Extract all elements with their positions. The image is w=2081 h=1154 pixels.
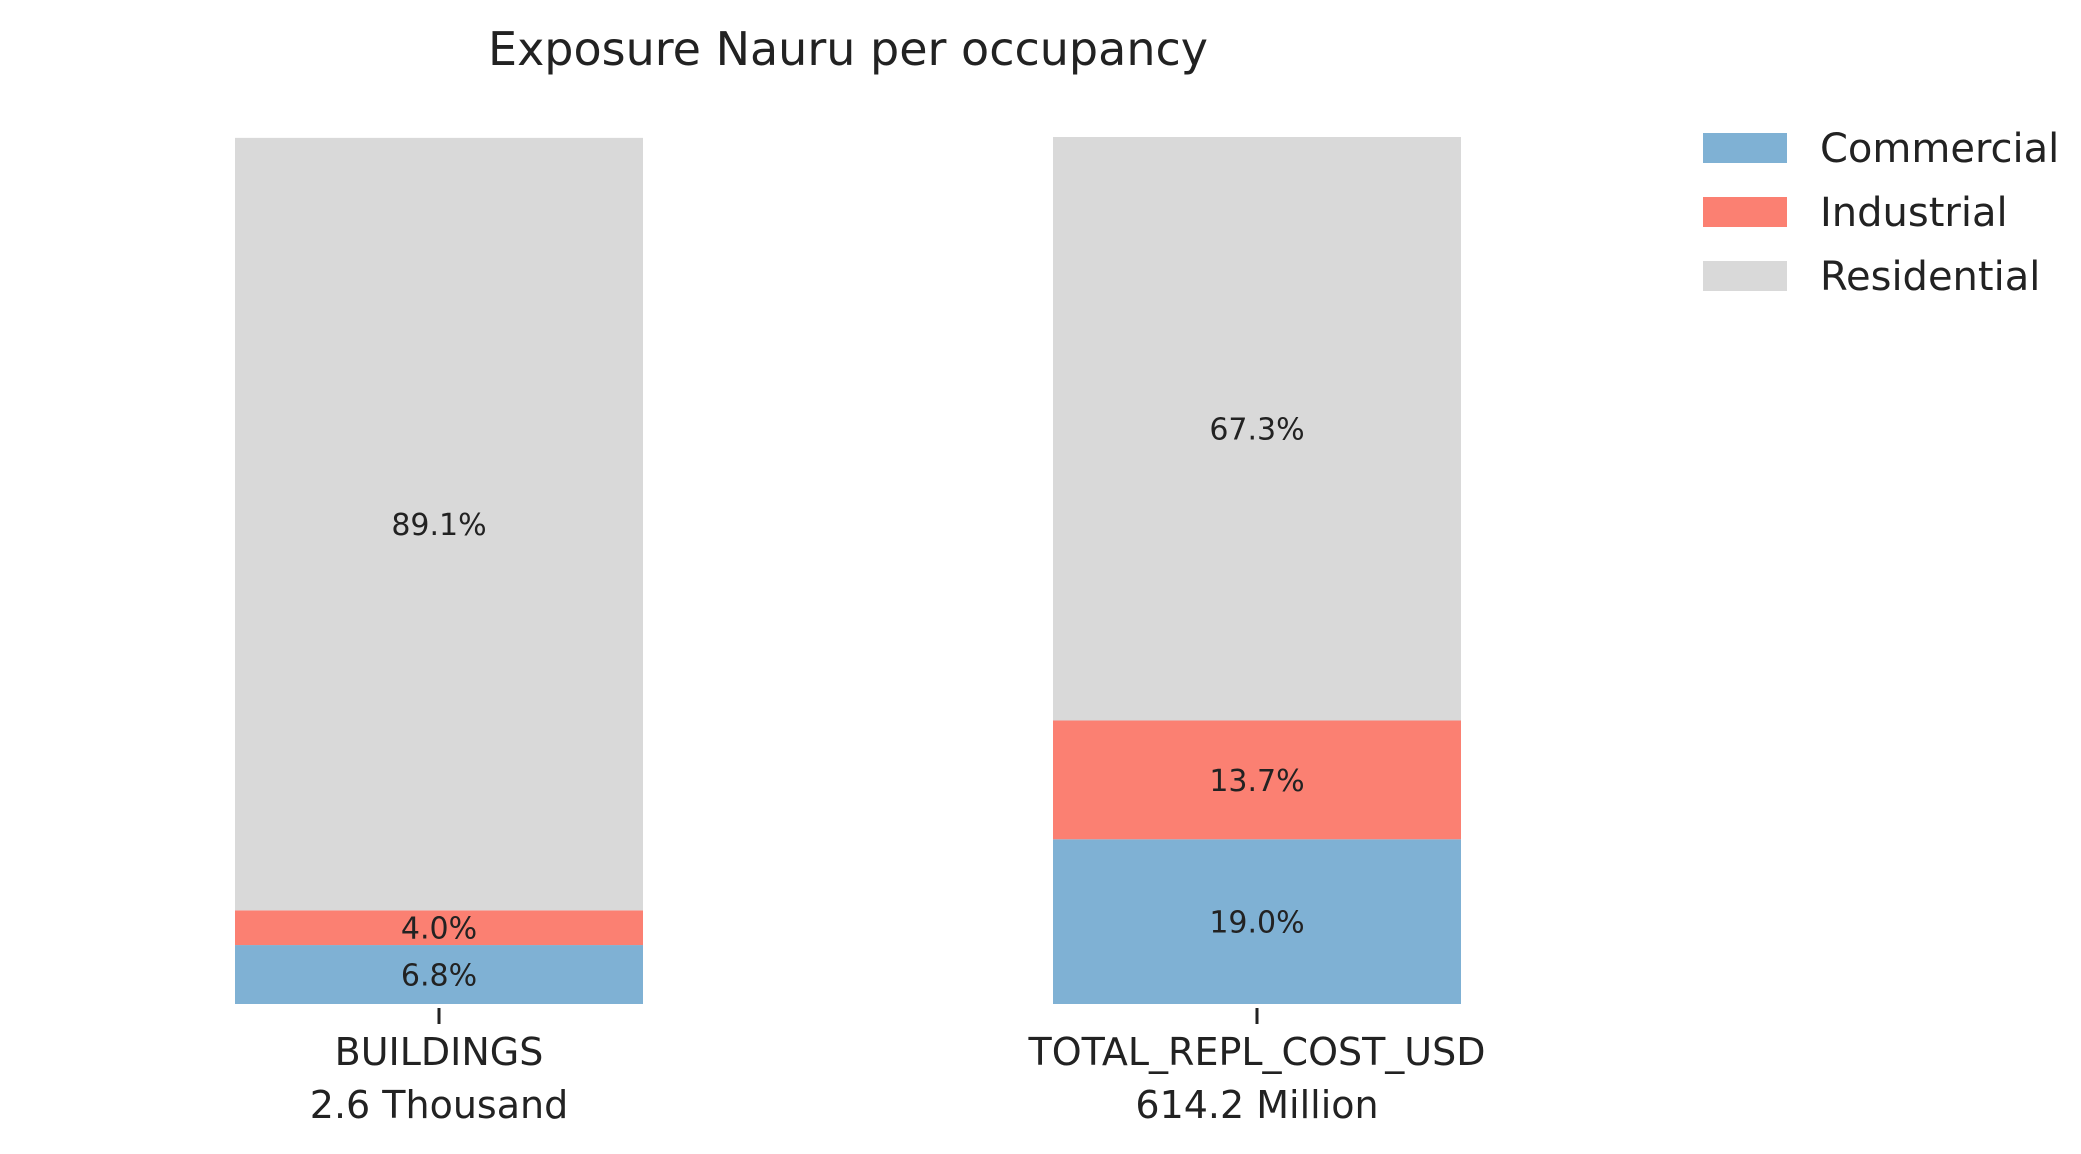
x-tick-total-1: 614.2 Million <box>1135 1083 1378 1127</box>
x-axis: BUILDINGS 2.6 Thousand TOTAL_REPL_COST_USD… <box>310 1008 1486 1127</box>
legend: Commercial Industrial Residential <box>1703 126 2059 300</box>
legend-label-industrial: Industrial <box>1820 190 2008 236</box>
data-label-residential-0: 89.1% <box>391 508 486 543</box>
chart-title: Exposure Nauru per occupancy <box>488 22 1208 76</box>
bar-segment-industrial-1 <box>1053 720 1461 840</box>
legend-swatch-commercial <box>1703 133 1787 163</box>
data-label-residential-1: 67.3% <box>1209 413 1304 448</box>
data-label-commercial-0: 6.8% <box>401 959 477 994</box>
bar-segment-residential-1 <box>1053 137 1461 721</box>
data-label-commercial-1: 19.0% <box>1209 906 1304 941</box>
legend-label-commercial: Commercial <box>1820 126 2059 172</box>
legend-swatch-industrial <box>1703 197 1787 227</box>
x-tick-total-0: 2.6 Thousand <box>310 1083 568 1127</box>
legend-swatch-residential <box>1703 261 1787 291</box>
bars-group: 6.8% 4.0% 89.1% 19.0% 13.7% 67.3% <box>235 137 1461 1004</box>
x-tick-label-1: TOTAL_REPL_COST_USD <box>1027 1030 1485 1074</box>
bar-segment-industrial-0 <box>235 910 643 946</box>
bar-segment-commercial-1 <box>1053 839 1461 1004</box>
x-tick-label-0: BUILDINGS <box>335 1030 544 1074</box>
legend-label-residential: Residential <box>1820 254 2040 300</box>
bar-segment-residential-0 <box>235 137 643 911</box>
data-label-industrial-1: 13.7% <box>1209 764 1304 799</box>
data-label-industrial-0: 4.0% <box>401 912 477 947</box>
bar-segment-commercial-0 <box>235 945 643 1004</box>
